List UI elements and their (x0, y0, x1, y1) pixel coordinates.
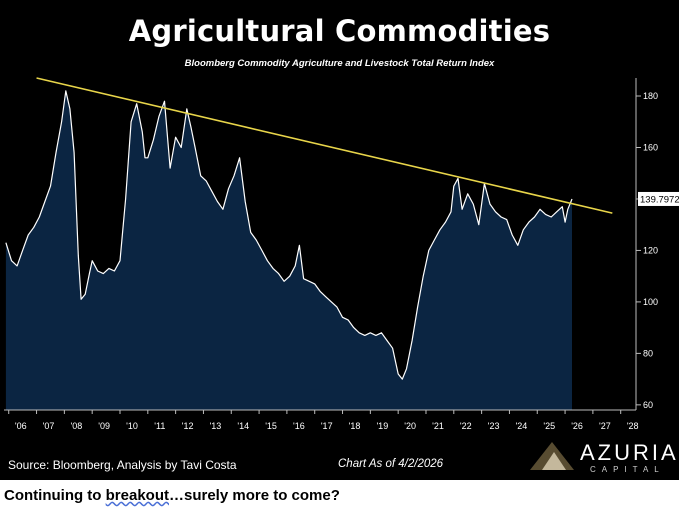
x-tick-label: '28 (627, 421, 639, 431)
chart-date-note: Chart As of 4/2/2026 (338, 458, 444, 470)
x-tick-label: '25 (543, 421, 555, 431)
chart-subtitle: Bloomberg Commodity Agriculture and Live… (184, 58, 495, 69)
x-tick-label: '14 (237, 421, 249, 431)
x-tick-label: '06 (15, 421, 27, 431)
y-tick-label: 120 (643, 245, 658, 255)
caption-link-word: breakout (105, 487, 169, 504)
y-tick-label: 60 (643, 400, 653, 410)
chart-plot: '06 '07 '08 '09 '10 '11 '12 '13 '14 '15 '16 '17 '18 '… (4, 77, 679, 431)
source-note: Source: Bloomberg, Analysis by Tavi Cost… (8, 458, 237, 472)
azuria-logo: AZURIA CAPITAL (528, 436, 676, 476)
x-tick-label: '15 (265, 421, 277, 431)
x-tick-label: '19 (376, 421, 388, 431)
chart-title: Agricultural Commodities (128, 14, 551, 48)
x-tick-label: '13 (210, 421, 222, 431)
x-tick-label: '21 (432, 421, 444, 431)
y-tick-label: 100 (643, 297, 658, 307)
x-tick-label: '16 (293, 421, 305, 431)
x-tick-label: '07 (43, 421, 55, 431)
caption-after: …surely more to come? (169, 487, 340, 504)
x-tick-label: '12 (182, 421, 194, 431)
caption-text: Continuing to breakout…surely more to co… (4, 487, 340, 504)
logo-subtext: CAPITAL (590, 465, 665, 474)
x-tick-label: '22 (460, 421, 472, 431)
x-tick-label: '11 (154, 421, 165, 431)
x-tick-label: '23 (488, 421, 500, 431)
x-tick-label: '10 (126, 421, 138, 431)
x-tick-label: '08 (70, 421, 82, 431)
last-value-box (638, 191, 679, 206)
x-tick-label: '18 (349, 421, 361, 431)
chart-panel: '06 '07 '08 '09 '10 '11 '12 '13 '14 '15 '16 '17 '18 '… (0, 0, 679, 480)
series-area (5, 90, 572, 411)
last-value-label: 139.7972 (640, 194, 679, 205)
trendline (36, 77, 613, 214)
x-tick-label: '17 (321, 421, 333, 431)
x-tick-label: '26 (571, 421, 583, 431)
y-tick-label: 180 (643, 91, 658, 101)
y-tick-label: 160 (643, 142, 658, 152)
x-tick-label: '20 (404, 421, 416, 431)
x-tick-label: '24 (516, 421, 528, 431)
x-tick-label: '27 (599, 421, 611, 431)
series-line (5, 90, 573, 380)
x-tick-label: '09 (98, 421, 110, 431)
y-tick-label: 80 (643, 348, 653, 358)
mountain-logo-icon (530, 442, 574, 470)
caption-before: Continuing to (4, 487, 106, 504)
logo-wordmark: AZURIA (580, 440, 679, 465)
